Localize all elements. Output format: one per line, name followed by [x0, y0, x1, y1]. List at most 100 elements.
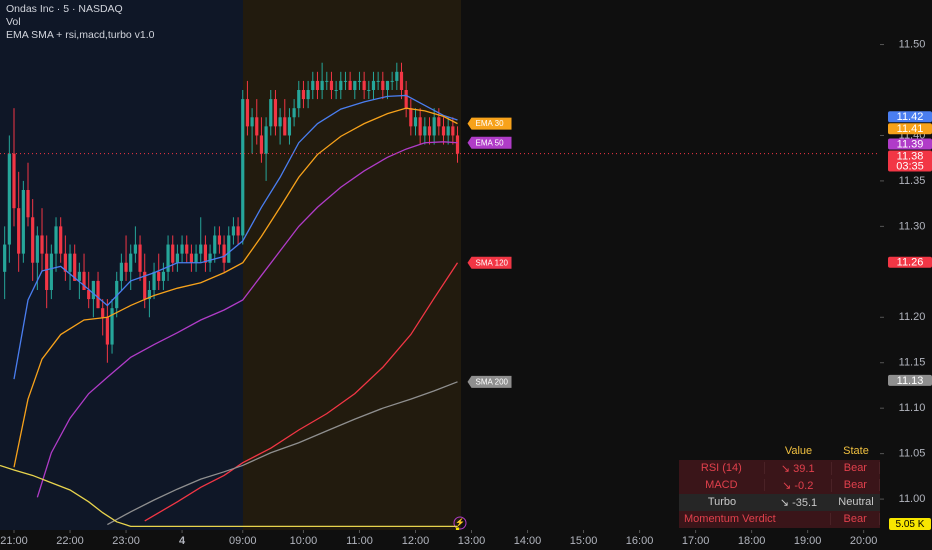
- market-session: [243, 0, 461, 530]
- x-tick-label: 09:00: [229, 535, 257, 547]
- candle-body: [105, 317, 109, 345]
- candle-body: [236, 226, 240, 236]
- candle-body: [189, 253, 194, 263]
- candle-body: [91, 280, 95, 300]
- table-header: Value State: [679, 443, 880, 460]
- price-label-bg: [888, 150, 932, 172]
- candle-body: [306, 90, 310, 100]
- candle-body: [292, 108, 296, 118]
- candle-body: [161, 271, 165, 281]
- cell: MACD: [679, 479, 765, 492]
- candle-body: [45, 253, 49, 290]
- indicator-name: Vol: [6, 16, 21, 28]
- ma-line: [13, 107, 458, 468]
- line-tag: SMA 120: [476, 258, 509, 267]
- candle-body: [418, 117, 422, 136]
- candle-body: [367, 90, 371, 91]
- x-tick-label: 23:00: [112, 535, 140, 547]
- cell: ↘ 39.1: [765, 461, 832, 475]
- candle-body: [255, 117, 259, 136]
- table-row: MACD ↘ -0.2 Bear: [679, 477, 880, 494]
- candle-body: [357, 80, 362, 82]
- candle-body: [40, 235, 44, 254]
- price-label-bg: [888, 256, 932, 268]
- candle-body: [329, 80, 334, 90]
- candle-body: [273, 99, 278, 127]
- candle-body: [348, 80, 352, 90]
- candle-body: [353, 80, 357, 90]
- candle-body: [21, 190, 25, 254]
- candle-body: [31, 217, 35, 263]
- line-tag: EMA 30: [476, 119, 505, 128]
- cell: Bear: [832, 479, 880, 492]
- candle-body: [87, 290, 91, 300]
- cell: Bear: [831, 513, 880, 526]
- price-label: 11.42: [897, 111, 924, 123]
- header-cell: State: [843, 445, 869, 458]
- candle-body: [334, 90, 338, 91]
- cell: ↘ -0.2: [765, 478, 832, 492]
- candle-body: [115, 280, 119, 309]
- x-tick-label: 14:00: [514, 535, 542, 547]
- chart-title: Ondas Inc · 5 · NASDAQ: [6, 3, 123, 15]
- cell: ↘ -35.1: [779, 496, 818, 509]
- candle-body: [138, 244, 142, 272]
- candle-body: [59, 226, 63, 254]
- candle-body: [110, 308, 114, 345]
- candle-body: [320, 80, 324, 90]
- candle-body: [301, 90, 306, 100]
- candle-body: [269, 99, 273, 127]
- line-tag-bg: [467, 256, 512, 269]
- y-tick-label: 11.00: [899, 493, 926, 505]
- indicator-name: EMA SMA + rsi,macd,turbo v1.0: [6, 29, 155, 41]
- candle-body: [124, 262, 128, 272]
- candle-body: [381, 80, 385, 90]
- cell: Momentum Verdict: [679, 513, 832, 526]
- candle-body: [208, 253, 212, 263]
- cell: Bear: [832, 462, 880, 475]
- candle-body: [49, 253, 53, 290]
- candle-body: [77, 271, 81, 281]
- candle-body: [54, 226, 58, 254]
- candle-body: [82, 271, 86, 290]
- candle-body: [194, 253, 198, 263]
- line-tag-bg: [467, 375, 512, 388]
- candle-body: [129, 253, 133, 272]
- volume-label: 5.05 K: [896, 519, 925, 530]
- candle-body: [180, 244, 184, 254]
- cell: RSI (14): [679, 462, 765, 475]
- candle-body: [166, 244, 170, 272]
- candle-body: [143, 271, 147, 300]
- cell: Turbo: [707, 496, 737, 509]
- y-tick-label: 11.20: [899, 311, 926, 323]
- table-row: Momentum Verdict Bear: [679, 511, 880, 528]
- candle-body: [362, 80, 366, 90]
- candle-body: [217, 235, 222, 245]
- candle-body: [390, 80, 394, 82]
- price-label-bg: [888, 138, 932, 150]
- candle-body: [371, 80, 376, 90]
- ma-line: [144, 262, 459, 522]
- price-label: 11.41: [897, 123, 924, 135]
- momentum-table: Value State RSI (14) ↘ 39.1 Bear MACD ↘ -0.2…: [679, 443, 880, 528]
- candle-body: [278, 117, 282, 127]
- price-label: 11.13: [897, 375, 924, 387]
- candle-body: [451, 126, 455, 136]
- x-tick-label: 12:00: [402, 535, 430, 547]
- candle-body: [68, 253, 72, 272]
- y-tick-label: 11.15: [899, 357, 926, 369]
- candle-body: [399, 71, 404, 90]
- x-tick-label: 20:00: [850, 535, 878, 547]
- x-tick-label: 15:00: [570, 535, 598, 547]
- candle-body: [385, 80, 390, 90]
- countdown: 03:35: [896, 160, 924, 172]
- candle-body: [413, 117, 418, 127]
- y-tick-label: 11.10: [899, 402, 926, 414]
- candle-body: [63, 253, 67, 272]
- event-icon: [453, 516, 467, 530]
- price-label: 11.39: [897, 138, 924, 150]
- candle-body: [325, 80, 329, 82]
- candle-body: [171, 244, 175, 263]
